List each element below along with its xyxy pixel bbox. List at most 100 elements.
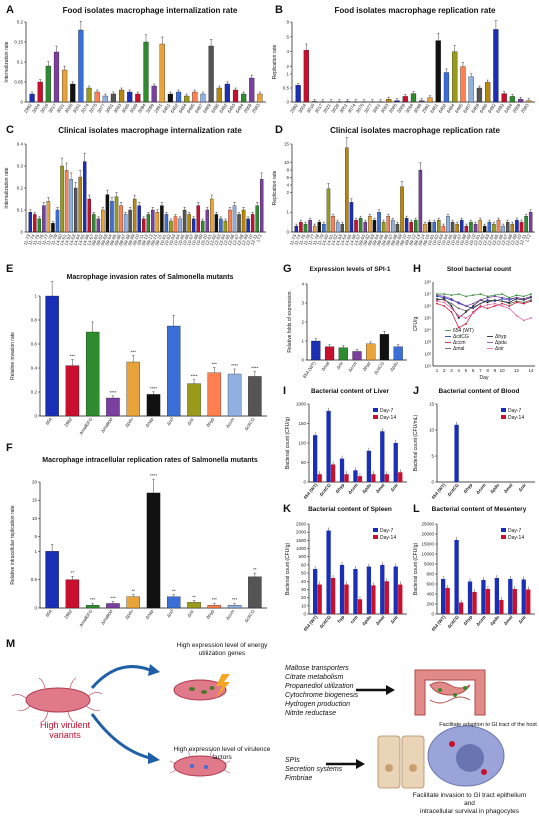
y-tick-label: 0.5 xyxy=(31,577,38,582)
y-tick-label: 15000 xyxy=(421,542,434,547)
x-tick-label: 09-08 xyxy=(122,233,131,246)
y-tick-label: 200 xyxy=(426,602,434,607)
bar xyxy=(223,220,228,233)
x-tick-label: 3016 xyxy=(306,102,316,113)
bar xyxy=(123,214,128,233)
intestine-icon xyxy=(414,669,486,716)
legend-label: ΔcitCG xyxy=(453,334,469,340)
bar xyxy=(250,214,255,233)
arrow-up-head-icon xyxy=(148,664,160,676)
y-axis-label: Relative invasion rate xyxy=(10,332,16,380)
x-tick-label: 10-05 xyxy=(177,233,186,246)
bar xyxy=(46,201,51,233)
y-tick-label: 0 xyxy=(20,100,23,105)
bar-day14 xyxy=(384,474,389,482)
series-point xyxy=(522,301,525,304)
y-axis-label: Replication rate xyxy=(272,170,278,205)
significance-label: ** xyxy=(192,594,196,599)
bar xyxy=(29,93,35,103)
x-tick-label: 10-07 xyxy=(454,233,463,246)
series-point xyxy=(443,305,446,307)
x-tick-label: 3077 xyxy=(363,102,373,113)
y-axis-label: Internalization rate xyxy=(4,41,10,82)
bar xyxy=(227,373,242,417)
bar xyxy=(423,223,427,233)
y-tick-label: 2 xyxy=(286,190,289,195)
chart-e: 0 0.2 0.4 0.6 0.8 1 Relative invasion rate 654 2… xyxy=(10,281,267,436)
x-tick-label: 654 xyxy=(45,608,54,617)
x-tick-label: 3094 xyxy=(137,102,147,113)
x-tick-label: Δnir xyxy=(517,482,527,492)
x-tick-label: 10-06 xyxy=(449,233,458,246)
top-item-cytochrome: Cytochrome biogenesis xyxy=(285,692,359,699)
bar xyxy=(182,209,187,233)
x-tick-label: 12 xyxy=(514,368,520,373)
significance-label: *** xyxy=(110,595,116,600)
bar-day7 xyxy=(313,569,318,614)
x-tick-label: Δhyp xyxy=(462,482,473,494)
x-tick-label: ΔcitCG xyxy=(446,482,460,497)
series-point xyxy=(443,299,446,301)
x-tick-label: Δhyp xyxy=(205,608,215,620)
bar xyxy=(126,361,140,417)
x-tick-label: 6485 xyxy=(454,102,464,113)
bar xyxy=(101,209,105,233)
bar xyxy=(155,212,160,233)
series-point xyxy=(465,309,467,312)
bar xyxy=(119,205,123,233)
y-tick-label: 0.4 xyxy=(31,366,38,371)
bar xyxy=(87,198,92,233)
legend-swatch-day7 xyxy=(501,408,506,412)
bar xyxy=(219,218,223,233)
series-point xyxy=(508,297,511,300)
x-tick-label: 11-77 xyxy=(41,233,50,246)
panel-label-f: F xyxy=(6,442,13,454)
x-tick-label: 2991 xyxy=(421,102,431,113)
x-tick-label: 11-77 xyxy=(307,233,316,246)
series-point xyxy=(465,295,467,298)
y-tick-label: 4 xyxy=(301,282,304,287)
bar xyxy=(379,334,390,361)
result-arrow-top-icon xyxy=(356,685,395,695)
bar xyxy=(354,219,358,233)
x-tick-label: 09-13 xyxy=(145,233,154,246)
x-tick-label: Δnrf xyxy=(166,416,175,426)
bar xyxy=(137,205,141,233)
x-tick-label: ΔcitCG xyxy=(318,482,332,497)
bar xyxy=(132,198,137,233)
bar xyxy=(395,223,400,233)
bacterium-energy-icon xyxy=(173,674,230,701)
y-tick-label: 0 xyxy=(303,612,306,617)
significance-label: **** xyxy=(191,374,198,379)
bar xyxy=(295,85,301,103)
x-tick-label: Δccm xyxy=(225,417,236,429)
chart-title-b: Food isolates macrophage replication rat… xyxy=(334,6,496,15)
chart-k: 0 10 20 30 40 50 60 500 1000 1500 2000 2500 Bacteria… xyxy=(285,522,407,632)
x-tick-label: 3026 xyxy=(330,102,340,113)
x-tick-label: ΔcitCG xyxy=(243,608,256,623)
x-tick-label: 10-09 xyxy=(195,233,204,246)
x-tick-label: 09-14 xyxy=(417,233,426,246)
x-tick-label: 10-04 xyxy=(440,233,449,246)
bar-day7 xyxy=(521,579,526,614)
x-tick-label: 2991 xyxy=(153,102,163,113)
y-tick-label: 1 xyxy=(286,210,289,215)
x-tick-label: hyp xyxy=(336,614,345,624)
bar xyxy=(232,205,237,233)
bar xyxy=(187,214,191,233)
y-tick-label: 600 xyxy=(426,582,434,587)
x-tick-label: 6481 xyxy=(161,102,171,113)
x-tick-label: 09-01 xyxy=(91,233,100,246)
bar xyxy=(241,209,246,233)
x-tick-label: Δnir xyxy=(186,416,195,426)
chart-title-a: Food isolates macrophage internalization… xyxy=(62,6,238,15)
bar xyxy=(303,50,309,103)
series-point xyxy=(479,302,482,305)
bar xyxy=(86,87,92,103)
legend-label: Δpdu xyxy=(495,340,507,346)
y-tick-label: 5000 xyxy=(424,562,435,567)
x-tick-label: Δmal xyxy=(503,614,514,626)
bar-day7 xyxy=(313,435,318,482)
legend-label: Δhyp xyxy=(495,334,507,340)
